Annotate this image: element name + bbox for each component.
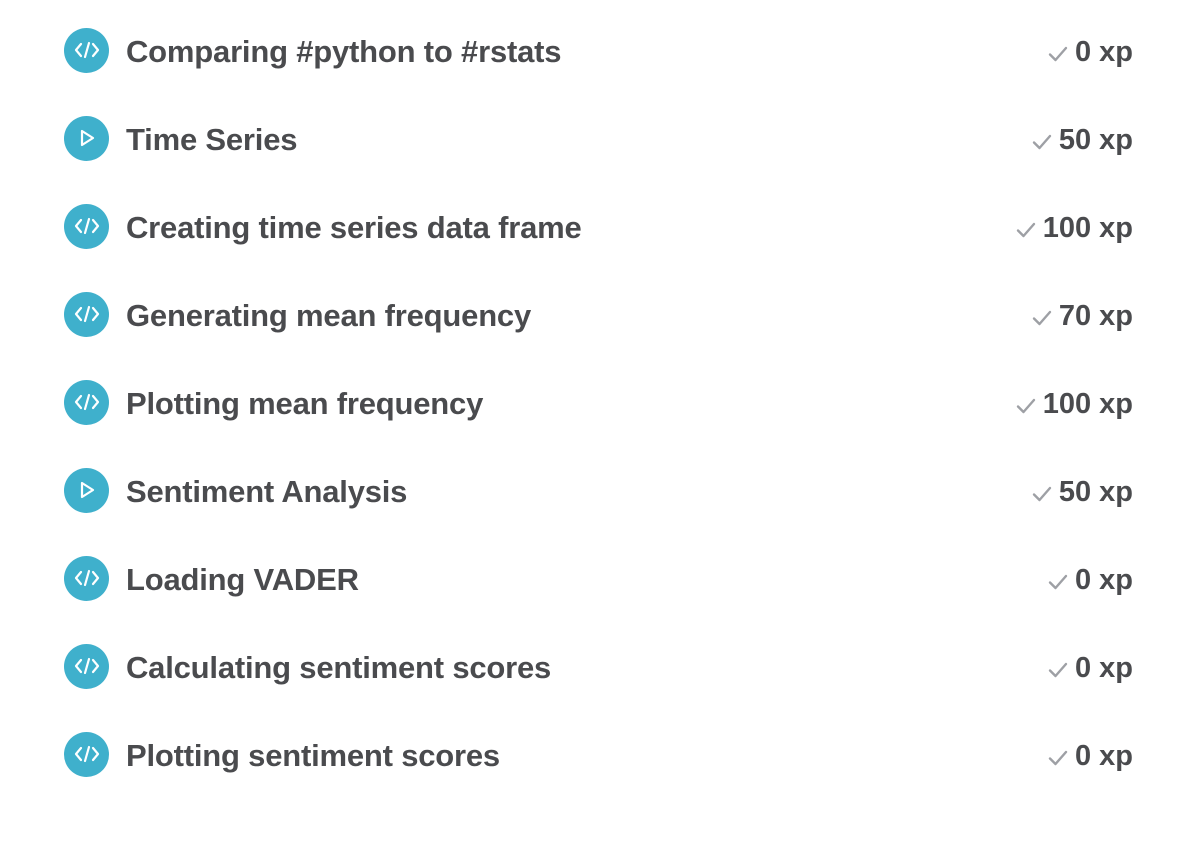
exercise-title: Calculating sentiment scores [126,650,552,685]
xp-value: 50 xp [1058,123,1133,156]
xp-value: 0 xp [1074,651,1133,684]
exercise-title: Generating mean frequency [126,298,532,333]
checkmark-icon [1016,398,1036,414]
exercise-title: Sentiment Analysis [126,474,408,509]
xp-value: 0 xp [1074,35,1133,68]
xp-value: 0 xp [1074,739,1133,772]
exercise-row-4[interactable]: Generating mean frequency 70 xp [64,272,1133,360]
code-icon [64,379,109,425]
exercise-xp: 0 xp [1048,36,1133,69]
exercise-xp: 50 xp [1032,476,1133,509]
xp-value: 50 xp [1058,475,1133,508]
xp-value: 100 xp [1042,387,1133,420]
code-icon [64,203,109,249]
exercise-xp: 0 xp [1048,564,1133,597]
exercise-row-5[interactable]: Plotting mean frequency 100 xp [64,360,1133,448]
exercise-row-2[interactable]: Time Series 50 xp [64,96,1133,184]
exercise-title: Time Series [126,122,298,157]
xp-value: 100 xp [1042,211,1133,244]
checkmark-icon [1048,46,1068,62]
checkmark-icon [1048,662,1068,678]
exercise-xp: 50 xp [1032,124,1133,157]
exercise-xp: 70 xp [1032,300,1133,333]
xp-value: 0 xp [1074,563,1133,596]
exercise-row-8[interactable]: Calculating sentiment scores 0 xp [64,624,1133,712]
checkmark-icon [1016,222,1036,238]
code-icon [64,555,109,601]
exercise-xp: 100 xp [1016,388,1133,421]
code-icon [64,731,109,777]
exercise-row-1[interactable]: Comparing #python to #rstats 0 xp [64,8,1133,96]
exercise-title: Loading VADER [126,562,359,597]
exercise-title: Comparing #python to #rstats [126,34,562,69]
checkmark-icon [1048,750,1068,766]
code-icon [64,643,109,689]
checkmark-icon [1032,310,1052,326]
code-icon [64,27,109,73]
code-icon [64,291,109,337]
exercise-list: Comparing #python to #rstats 0 xp Time S… [64,8,1133,800]
xp-value: 70 xp [1058,299,1133,332]
exercise-xp: 0 xp [1048,740,1133,773]
exercise-row-9[interactable]: Plotting sentiment scores 0 xp [64,712,1133,800]
exercise-row-3[interactable]: Creating time series data frame 100 xp [64,184,1133,272]
exercise-xp: 0 xp [1048,652,1133,685]
exercise-row-6[interactable]: Sentiment Analysis 50 xp [64,448,1133,536]
checkmark-icon [1048,574,1068,590]
exercise-title: Creating time series data frame [126,210,582,245]
video-play-icon [64,115,109,161]
checkmark-icon [1032,134,1052,150]
checkmark-icon [1032,486,1052,502]
exercise-title: Plotting sentiment scores [126,738,500,773]
exercise-xp: 100 xp [1016,212,1133,245]
exercise-row-7[interactable]: Loading VADER 0 xp [64,536,1133,624]
video-play-icon [64,467,109,513]
exercise-title: Plotting mean frequency [126,386,484,421]
